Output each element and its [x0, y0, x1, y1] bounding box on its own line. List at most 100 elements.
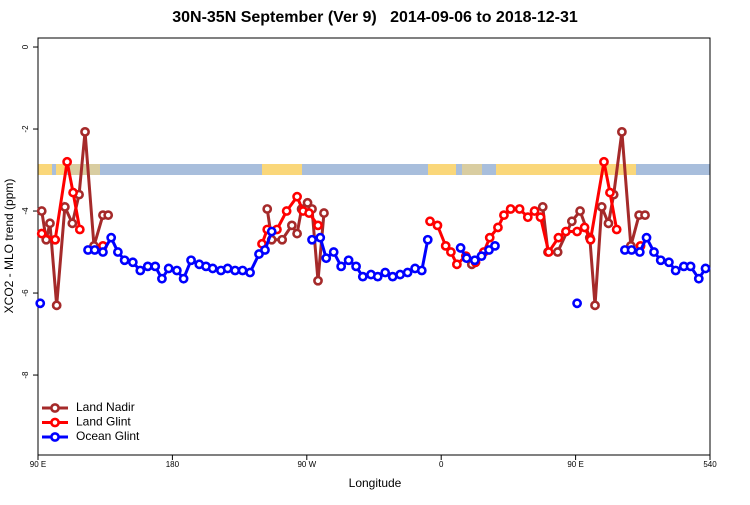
- data-point: [260, 245, 270, 255]
- data-point: [626, 245, 637, 255]
- data-point: [700, 263, 711, 274]
- x-tick-label: 90 E: [567, 460, 583, 469]
- data-point: [351, 261, 361, 272]
- data-point: [80, 126, 90, 137]
- y-tick-label: -2: [21, 125, 30, 133]
- data-point: [416, 265, 427, 276]
- legend-label: Ocean Glint: [76, 429, 140, 443]
- y-tick-label: 0: [21, 44, 30, 49]
- data-point: [432, 220, 443, 231]
- data-point: [328, 247, 339, 257]
- data-point: [51, 300, 62, 311]
- data-point: [186, 255, 196, 266]
- data-point: [98, 247, 108, 257]
- data-point: [446, 247, 456, 257]
- data-point: [640, 210, 650, 221]
- data-point: [171, 265, 182, 276]
- data-point: [35, 298, 46, 309]
- data-point: [469, 255, 480, 266]
- data-point: [62, 156, 73, 167]
- data-point: [422, 234, 433, 245]
- data-point: [89, 245, 100, 255]
- data-point: [461, 253, 472, 264]
- data-point: [611, 224, 622, 235]
- data-point: [142, 261, 153, 272]
- data-point: [207, 263, 218, 274]
- data-point: [36, 228, 47, 239]
- data-point: [41, 234, 52, 245]
- data-point: [357, 271, 368, 282]
- data-point: [529, 206, 540, 216]
- data-point: [150, 261, 161, 272]
- data-point: [455, 243, 466, 253]
- data-point: [336, 261, 347, 272]
- land-strip: [38, 164, 52, 175]
- data-point: [552, 247, 563, 257]
- data-point: [380, 267, 391, 278]
- data-point: [649, 247, 659, 257]
- data-point: [127, 257, 138, 268]
- data-point: [451, 259, 462, 270]
- x-axis-label: Longitude: [349, 476, 402, 490]
- data-point: [387, 271, 398, 282]
- data-point: [106, 232, 117, 243]
- data-point: [572, 298, 582, 309]
- x-tick-label: 180: [166, 460, 180, 469]
- data-point: [484, 232, 495, 243]
- ocean-strip: [38, 164, 710, 175]
- data-point: [59, 202, 70, 212]
- data-point: [343, 255, 354, 266]
- data-point: [178, 273, 189, 284]
- data-point: [440, 240, 451, 251]
- data-point: [135, 265, 146, 276]
- data-point: [590, 300, 600, 311]
- data-point: [313, 220, 323, 231]
- y-tick-label: -8: [21, 371, 30, 379]
- x-tick-label: 90 W: [297, 460, 316, 469]
- data-point: [603, 218, 614, 229]
- data-point: [237, 265, 248, 276]
- data-point: [302, 197, 313, 208]
- data-point: [693, 273, 704, 284]
- data-point: [395, 269, 406, 280]
- legend-marker: [50, 417, 60, 428]
- y-axis-label: XCO2 - MLO trend (ppm): [2, 179, 16, 314]
- land-strip: [496, 164, 636, 175]
- data-point: [664, 257, 674, 268]
- data-point: [50, 234, 61, 245]
- data-point: [67, 218, 78, 229]
- x-tick-label: 0: [439, 460, 444, 469]
- land-strip: [428, 164, 456, 175]
- data-point: [103, 210, 114, 221]
- data-point: [262, 204, 273, 214]
- data-point: [307, 234, 317, 245]
- data-point: [596, 202, 607, 212]
- data-point: [163, 263, 174, 274]
- data-point: [315, 232, 326, 243]
- data-point: [616, 126, 627, 137]
- data-point: [292, 191, 302, 202]
- data-point: [157, 273, 167, 284]
- data-point: [112, 247, 123, 257]
- data-point: [505, 204, 516, 214]
- data-point: [45, 218, 55, 229]
- land-strip: [56, 164, 66, 175]
- chart-title: 30N-35N September (Ver 9) 2014-09-06 to …: [172, 9, 578, 26]
- series: [35, 226, 711, 309]
- data-point: [499, 210, 509, 221]
- x-tick-label: 90 E: [30, 460, 46, 469]
- data-point: [493, 222, 503, 233]
- data-point: [68, 187, 78, 198]
- data-point: [402, 267, 413, 278]
- data-point: [599, 156, 609, 167]
- data-point: [585, 234, 596, 245]
- data-point: [670, 265, 681, 276]
- y-tick-label: -6: [21, 289, 30, 297]
- data-point: [605, 187, 615, 198]
- data-point: [641, 232, 652, 243]
- data-point: [372, 271, 383, 282]
- data-point: [575, 206, 585, 216]
- data-point: [281, 206, 292, 216]
